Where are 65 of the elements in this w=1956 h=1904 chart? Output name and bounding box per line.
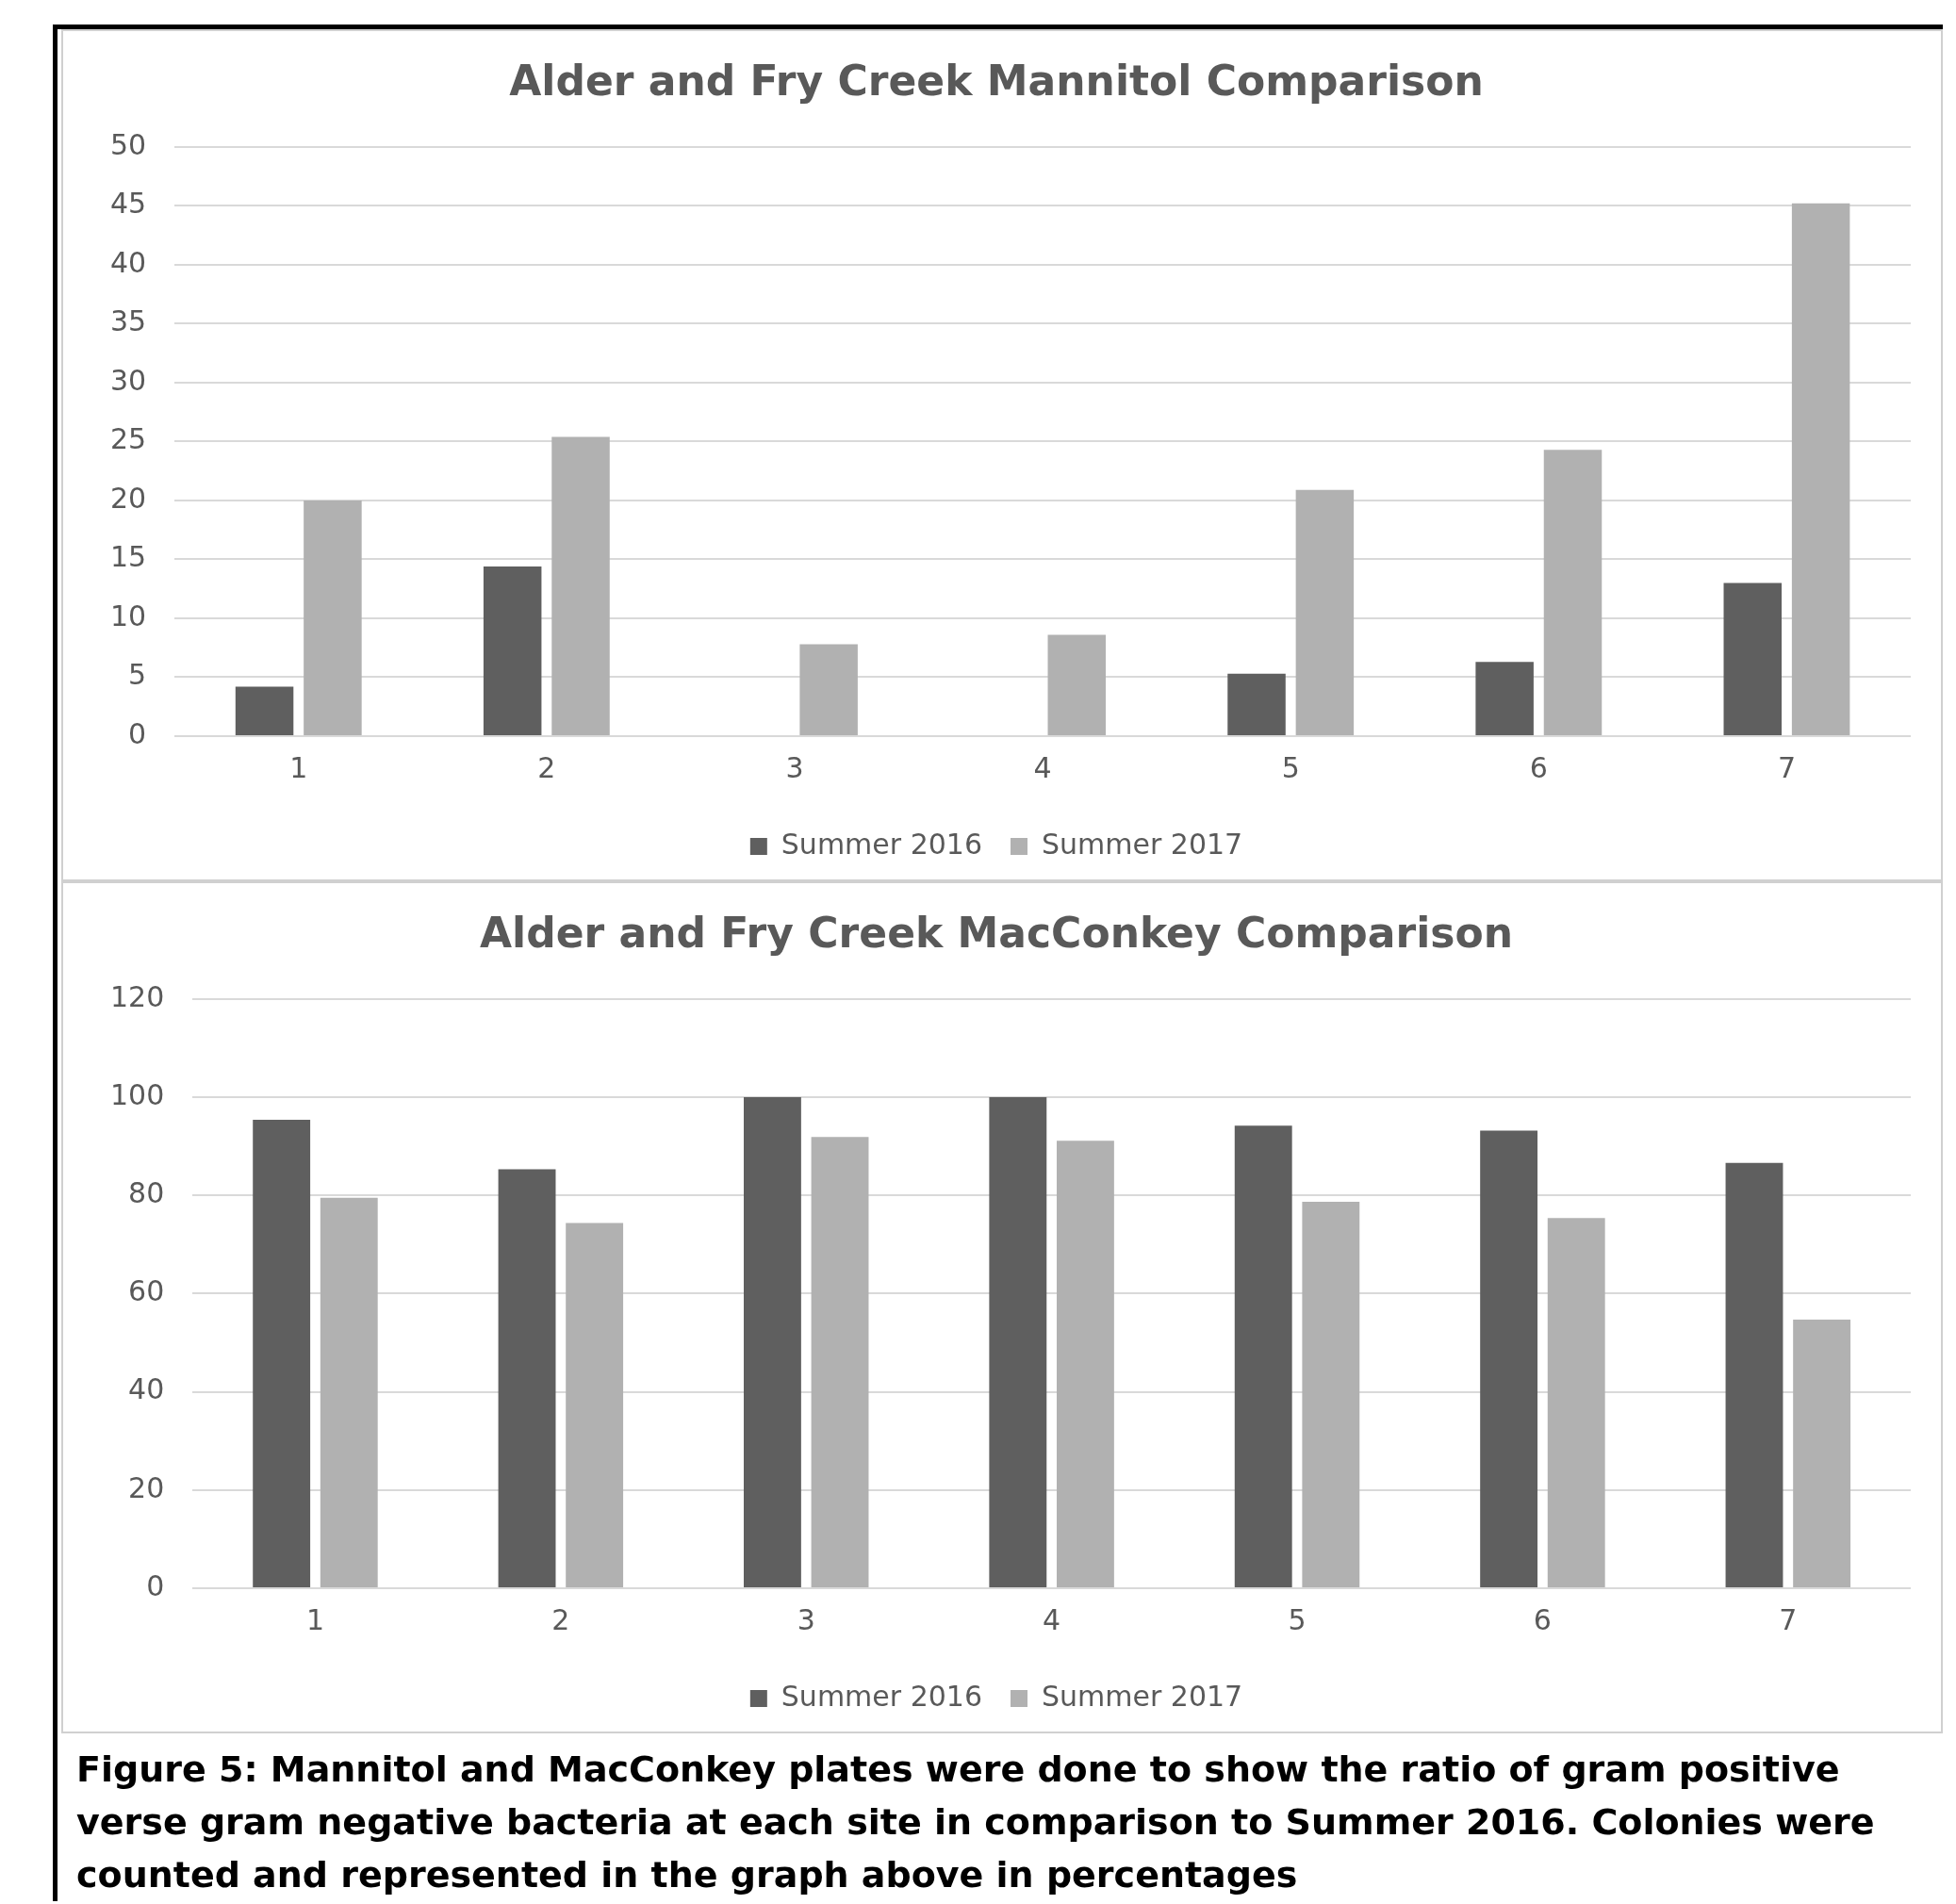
bar bbox=[1543, 450, 1603, 735]
y-tick-label: 15 bbox=[109, 540, 147, 574]
legend-label: Summer 2016 bbox=[781, 827, 983, 861]
y-tick-label: 20 bbox=[109, 481, 147, 515]
bar bbox=[566, 1223, 624, 1587]
bar bbox=[304, 500, 362, 735]
caption: Figure 5: Mannitol and MacConkey plates were done to show the ratio of gram positive verse gram negative bacteria at each site in comparison to Summer 2016. Colonies were counted and represented in the graph above in percentages bbox=[76, 1748, 1876, 1897]
y-tick-label: 80 bbox=[128, 1176, 165, 1209]
bar bbox=[1234, 1125, 1292, 1587]
bar bbox=[551, 436, 610, 735]
x-tick-label: 6 bbox=[1533, 1602, 1552, 1636]
legend-label: Summer 2016 bbox=[781, 1679, 983, 1713]
x-tick-label: 5 bbox=[1288, 1602, 1307, 1636]
x-tick-label: 5 bbox=[1281, 750, 1300, 784]
y-tick-label: 120 bbox=[110, 979, 165, 1013]
bar bbox=[1475, 662, 1534, 735]
x-tick-label: 6 bbox=[1529, 750, 1548, 784]
bar bbox=[235, 686, 294, 735]
y-tick-label: 50 bbox=[109, 127, 147, 161]
bar bbox=[1295, 489, 1355, 735]
bar bbox=[253, 1119, 311, 1587]
bar bbox=[1057, 1141, 1114, 1587]
bar bbox=[498, 1169, 556, 1587]
y-tick-label: 30 bbox=[109, 363, 147, 397]
y-tick-label: 0 bbox=[146, 1568, 165, 1602]
bar bbox=[1302, 1201, 1360, 1587]
y-tick-label: 45 bbox=[109, 187, 147, 221]
bar bbox=[1047, 634, 1107, 735]
chart-title: Alder and Fry Creek Mannitol Comparison bbox=[509, 56, 1484, 105]
y-tick-label: 60 bbox=[128, 1274, 165, 1308]
x-tick-label: 7 bbox=[1779, 1602, 1798, 1636]
bar bbox=[1227, 673, 1286, 735]
bar bbox=[1723, 583, 1783, 735]
y-tick-label: 0 bbox=[128, 716, 147, 750]
x-tick-label: 3 bbox=[785, 750, 804, 784]
x-tick-label: 2 bbox=[551, 1602, 570, 1636]
bar bbox=[799, 644, 858, 735]
bar bbox=[1791, 203, 1850, 735]
y-tick-label: 20 bbox=[128, 1470, 165, 1504]
bar bbox=[811, 1137, 869, 1587]
x-tick-label: 2 bbox=[537, 750, 556, 784]
bar bbox=[1547, 1218, 1605, 1587]
bar bbox=[1480, 1130, 1538, 1587]
legend-label: Summer 2017 bbox=[1042, 1679, 1243, 1713]
y-tick-label: 35 bbox=[109, 304, 147, 338]
x-tick-label: 7 bbox=[1777, 750, 1796, 784]
bar bbox=[1725, 1162, 1783, 1587]
y-tick-label: 25 bbox=[109, 422, 147, 456]
x-tick-label: 1 bbox=[305, 1602, 324, 1636]
bar bbox=[483, 566, 542, 735]
chart-title: Alder and Fry Creek MacConkey Comparison bbox=[480, 908, 1513, 957]
y-tick-label: 10 bbox=[109, 599, 147, 632]
bar bbox=[320, 1197, 378, 1587]
y-tick-label: 40 bbox=[128, 1372, 165, 1406]
legend-label: Summer 2017 bbox=[1042, 827, 1243, 861]
bar bbox=[744, 1097, 801, 1587]
x-tick-label: 1 bbox=[289, 750, 308, 784]
x-tick-label: 4 bbox=[1043, 1602, 1061, 1636]
bar bbox=[1793, 1320, 1851, 1587]
y-tick-label: 40 bbox=[109, 245, 147, 279]
bar bbox=[989, 1097, 1047, 1587]
y-tick-label: 5 bbox=[128, 658, 147, 692]
y-tick-label: 100 bbox=[110, 1077, 165, 1111]
x-tick-label: 4 bbox=[1033, 750, 1052, 784]
x-tick-label: 3 bbox=[797, 1602, 815, 1636]
